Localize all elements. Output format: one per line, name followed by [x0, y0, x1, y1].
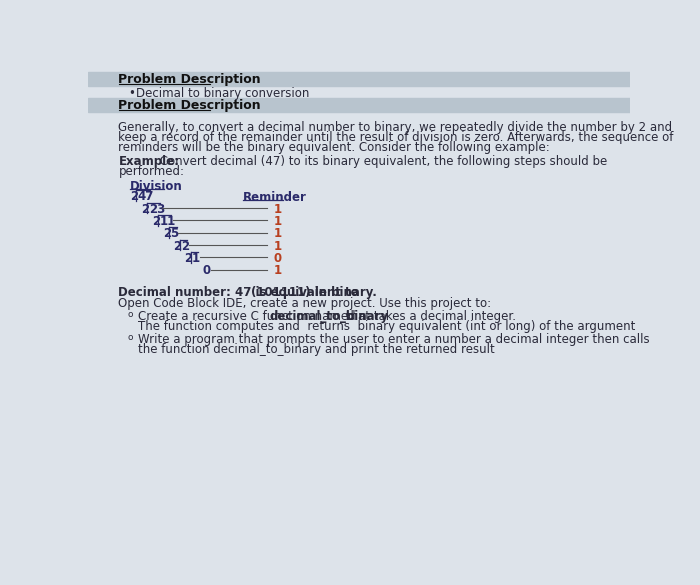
Text: 1: 1 — [274, 228, 281, 240]
Text: o: o — [128, 311, 133, 319]
Text: 23: 23 — [148, 202, 165, 216]
Text: reminders will be the binary equivalent. Consider the following example:: reminders will be the binary equivalent.… — [118, 141, 550, 154]
Bar — [88, 72, 630, 85]
Text: 1: 1 — [274, 264, 281, 277]
Text: the function decimal_to_binary and print the returned result: the function decimal_to_binary and print… — [138, 343, 495, 356]
Text: Problem Description: Problem Description — [118, 73, 261, 86]
Text: 2: 2 — [162, 228, 171, 240]
Text: Generally, to convert a decimal number to binary, we repeatedly divide the numbe: Generally, to convert a decimal number t… — [118, 121, 673, 134]
Text: (101111) in binary.: (101111) in binary. — [251, 286, 377, 299]
Text: 11: 11 — [160, 215, 176, 228]
Text: •: • — [128, 87, 134, 100]
Text: 2: 2 — [152, 215, 160, 228]
Text: Open Code Block IDE, create a new project. Use this project to:: Open Code Block IDE, create a new projec… — [118, 297, 491, 309]
Text: performed:: performed: — [118, 165, 185, 178]
Text: 5: 5 — [170, 228, 178, 240]
Text: 1: 1 — [274, 240, 281, 253]
Text: 1: 1 — [274, 215, 281, 228]
Text: 0: 0 — [274, 252, 281, 265]
Text: keep a record of the remainder until the result of division is zero. Afterwards,: keep a record of the remainder until the… — [118, 131, 674, 144]
Text: 1: 1 — [274, 202, 281, 216]
Text: Reminder: Reminder — [242, 191, 307, 204]
Text: 2: 2 — [174, 240, 182, 253]
Text: Decimal to binary conversion: Decimal to binary conversion — [136, 87, 309, 100]
Text: Problem Description: Problem Description — [118, 99, 261, 112]
Text: Create a recursive C function named: Create a recursive C function named — [138, 311, 359, 324]
Text: The function computes and  returns  binary equivalent (int or long) of the argum: The function computes and returns binary… — [138, 321, 636, 333]
Text: decimal_to_binary: decimal_to_binary — [270, 311, 388, 324]
Text: 0: 0 — [203, 264, 211, 277]
Text: Write a program that prompts the user to enter a number a decimal integer then c: Write a program that prompts the user to… — [138, 333, 650, 346]
Text: Decimal number: 47 is equivalent to: Decimal number: 47 is equivalent to — [118, 286, 363, 299]
Text: 2: 2 — [141, 202, 149, 216]
Text: Convert decimal (47) to its binary equivalent, the following steps should be: Convert decimal (47) to its binary equiv… — [155, 155, 607, 168]
Text: Division: Division — [130, 180, 183, 193]
Text: that takes a decimal integer.: that takes a decimal integer. — [342, 311, 516, 324]
Text: Example:: Example: — [118, 155, 179, 168]
Text: 47: 47 — [138, 190, 154, 204]
Text: o: o — [128, 333, 133, 342]
Bar — [88, 98, 630, 112]
Text: 2: 2 — [181, 240, 190, 253]
Text: 1: 1 — [192, 252, 200, 265]
Text: 2: 2 — [184, 252, 192, 265]
Text: 2: 2 — [130, 190, 139, 204]
